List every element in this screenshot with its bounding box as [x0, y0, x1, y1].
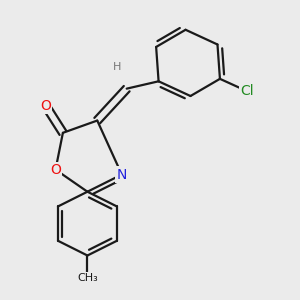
Text: Cl: Cl: [240, 84, 254, 98]
Text: O: O: [50, 163, 61, 177]
Text: O: O: [40, 99, 51, 113]
Text: CH₃: CH₃: [77, 273, 98, 283]
Text: H: H: [113, 61, 121, 72]
Text: N: N: [117, 167, 127, 182]
